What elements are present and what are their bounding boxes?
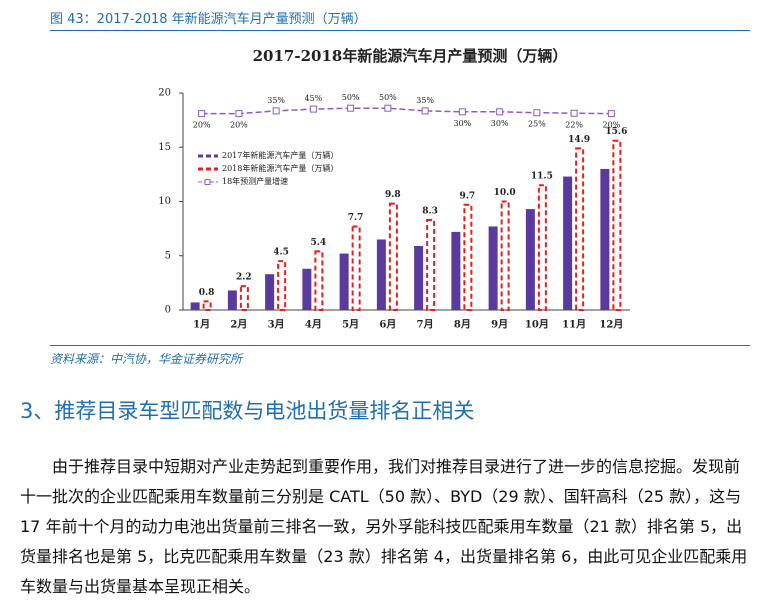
data-label: 20%	[193, 121, 211, 130]
marker	[347, 104, 355, 112]
marker	[272, 107, 280, 115]
data-label: 5.4	[311, 238, 327, 248]
bar	[202, 300, 212, 312]
data-label: 45%	[304, 94, 322, 103]
x-tick-label: 10月	[525, 319, 549, 331]
y-tick-label: 5	[165, 250, 171, 261]
bar	[500, 200, 510, 311]
x-tick-label: 12月	[599, 319, 623, 331]
data-label: 15.6	[605, 127, 627, 137]
bar	[376, 239, 386, 310]
bar	[339, 253, 349, 310]
x-tick-label: 3月	[268, 319, 285, 331]
x-tick-label: 1月	[193, 319, 210, 331]
data-label: 35%	[416, 96, 434, 105]
data-label: 7.7	[348, 213, 364, 223]
data-label: 14.9	[568, 135, 590, 145]
legend-label: 2017年新能源汽车产量（万辆）	[222, 150, 338, 160]
marker	[570, 109, 578, 117]
bar	[190, 302, 200, 310]
chart-title: 2017-2018年新能源汽车月产量预测（万辆）	[253, 47, 568, 65]
y-tick-label: 20	[158, 88, 171, 99]
bar	[239, 285, 249, 312]
legend-label: 18年预测产量增速	[222, 176, 288, 186]
data-label: 30%	[453, 119, 471, 128]
marker	[496, 108, 504, 116]
y-tick-label: 10	[158, 196, 171, 207]
bar	[463, 203, 473, 312]
marker	[309, 105, 317, 113]
legend-label: 2018年新能源汽车产量（万辆）	[222, 163, 338, 173]
source: 资料来源：中汽协，华金证券研究所	[50, 352, 243, 366]
marker	[458, 108, 466, 116]
bar	[612, 139, 622, 311]
marker	[235, 110, 243, 118]
bar	[388, 202, 398, 311]
bar	[351, 225, 361, 311]
data-label: 11.5	[531, 172, 553, 182]
x-tick-label: 9月	[491, 319, 508, 331]
x-tick-label: 6月	[379, 319, 396, 331]
data-label: 8.3	[422, 206, 438, 216]
line	[201, 107, 612, 115]
data-label: 0.8	[199, 288, 215, 298]
x-tick-label: 4月	[305, 319, 322, 331]
bar	[563, 176, 573, 310]
rule	[50, 345, 750, 346]
bar	[414, 245, 424, 310]
paragraph: 由于推荐目录中短期对产业走势起到重要作用，我们对推荐目录进行了进一步的信息挖掘。…	[20, 457, 748, 596]
y-tick-label: 15	[158, 142, 171, 153]
data-label: 9.8	[385, 190, 401, 200]
bar	[314, 250, 324, 312]
y-tick-label: 0	[165, 305, 171, 316]
bar	[537, 184, 547, 312]
data-label: 50%	[342, 93, 360, 102]
bar	[426, 218, 436, 312]
bar	[525, 209, 535, 310]
x-tick-label: 7月	[417, 319, 434, 331]
marker	[384, 104, 392, 112]
data-label: 10.0	[494, 188, 516, 198]
data-label: 30%	[491, 119, 509, 128]
data-label: 20%	[602, 121, 620, 130]
marker	[607, 110, 615, 118]
bar	[277, 260, 287, 312]
data-label: 22%	[565, 120, 583, 129]
bar	[227, 290, 237, 310]
data-label: 50%	[379, 93, 397, 102]
data-label: 20%	[230, 121, 248, 130]
bar	[265, 274, 275, 310]
bar	[575, 147, 585, 311]
figure-caption: 图 43：2017-2018 年新能源汽车月产量预测（万辆）	[50, 12, 367, 27]
rule	[50, 30, 750, 31]
data-label: 35%	[267, 96, 285, 105]
data-label: 9.7	[460, 191, 476, 201]
data-label: 4.5	[273, 248, 289, 258]
data-label: 25%	[528, 120, 546, 129]
bar	[302, 268, 312, 310]
data-label: 2.2	[236, 273, 252, 283]
x-tick-label: 5月	[342, 319, 359, 331]
legend-swatch	[204, 179, 211, 185]
marker	[198, 110, 206, 118]
bar	[488, 226, 498, 310]
section-heading: 3、推荐目录车型匹配数与电池出货量排名正相关	[20, 399, 475, 423]
bar	[600, 168, 610, 310]
bar	[451, 231, 461, 310]
x-tick-label: 8月	[454, 319, 471, 331]
marker	[533, 109, 541, 117]
x-tick-label: 11月	[562, 319, 586, 331]
x-tick-label: 2月	[230, 319, 247, 331]
marker	[421, 107, 429, 115]
chart: 2017-2018年新能源汽车月产量预测（万辆） 0 5 10 15 20 1月 2月 3月 4…	[158, 47, 630, 331]
